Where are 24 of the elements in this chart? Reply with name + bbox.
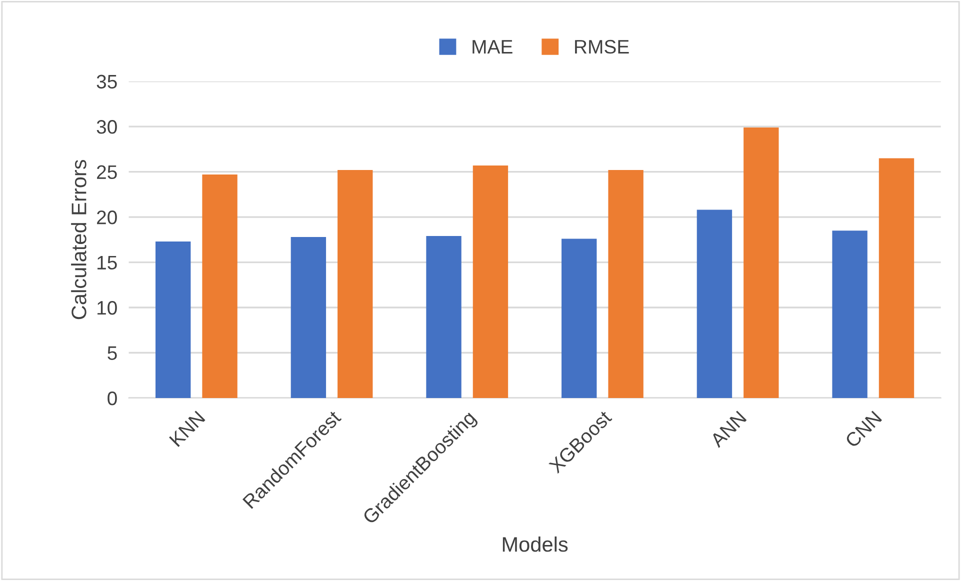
bar	[562, 238, 597, 398]
y-tick-label: 5	[108, 346, 117, 360]
legend-label: RMSE	[575, 40, 629, 54]
bar	[832, 230, 868, 398]
bar	[426, 236, 462, 398]
bar	[202, 174, 238, 398]
y-tick-label: 0	[108, 391, 117, 406]
y-tick-label: 35	[96, 74, 117, 89]
bar	[878, 158, 914, 398]
bar	[338, 170, 373, 398]
bar	[608, 170, 644, 398]
bar	[696, 210, 732, 398]
x-axis-title: Models	[502, 536, 568, 552]
y-tick-label: 10	[98, 300, 117, 315]
bar	[744, 127, 779, 398]
y-tick-label: 25	[97, 165, 117, 180]
y-axis-title: Calculated Errors	[71, 160, 86, 320]
y-tick-label: 15	[98, 256, 117, 270]
bar	[156, 241, 191, 398]
legend-label: MAE	[472, 40, 512, 54]
bar	[472, 165, 508, 398]
y-tick-label: 20	[97, 210, 117, 224]
y-tick-label: 30	[96, 120, 117, 134]
bar	[290, 236, 326, 398]
